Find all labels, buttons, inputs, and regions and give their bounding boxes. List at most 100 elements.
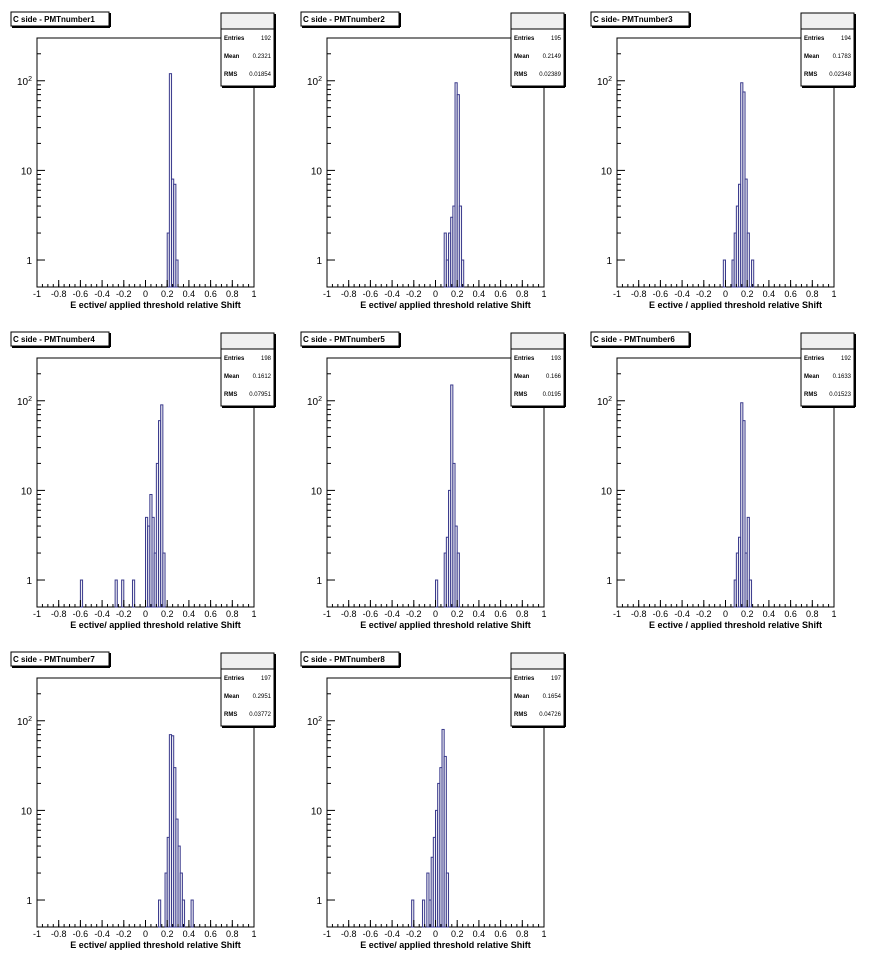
x-tick-label: 0.4	[183, 609, 196, 619]
stats-box: Entries 198 Mean 0.1612 RMS 0.07951	[220, 332, 276, 408]
y-tick-label: 102	[307, 76, 322, 88]
x-tick-label: 0.8	[516, 289, 529, 299]
x-tick-label: 0	[143, 929, 148, 939]
histogram-title: C side - PMTnumber6	[593, 335, 675, 344]
x-tick-label: -0.8	[341, 929, 357, 939]
stats-box: Entries 197 Mean 0.1654 RMS 0.04726	[510, 652, 566, 728]
histogram-bin	[722, 259, 727, 288]
x-axis-title: E ective/ applied threshold relative Shi…	[70, 620, 241, 630]
stats-value: 197	[551, 676, 562, 682]
y-tick-label: 1	[26, 896, 32, 907]
x-tick-label: -0.6	[653, 609, 669, 619]
y-tick-label: 1	[316, 576, 322, 587]
x-tick-label: 0.8	[226, 929, 239, 939]
x-tick-label: 0.2	[451, 289, 464, 299]
x-tick-label: 0.4	[763, 609, 776, 619]
stats-value: 0.02389	[539, 72, 561, 78]
x-tick-label: -1	[323, 289, 331, 299]
histogram-bin	[742, 420, 746, 608]
histogram-bin	[121, 579, 125, 608]
x-tick-label: -0.2	[116, 929, 132, 939]
x-axis-title: E ective/ applied threshold relative Shi…	[360, 300, 531, 310]
stats-value: 0.03772	[249, 712, 271, 718]
y-tick-label: 10	[21, 166, 33, 177]
histogram-title: C side - PMTnumber4	[13, 335, 95, 344]
x-tick-label: 0	[723, 609, 728, 619]
x-tick-label: 0.4	[183, 929, 196, 939]
x-tick-label: 1	[831, 609, 836, 619]
histogram-bin	[746, 516, 750, 608]
histogram-title: C side - PMTnumber5	[303, 335, 385, 344]
stats-value: 0.0195	[543, 392, 562, 398]
x-tick-label: 0	[433, 929, 438, 939]
y-tick-label: 1	[606, 256, 612, 267]
histogram-panel-6: -1 -0.8 -0.6 -0.4 -0.2 0 0.2 0.4 0.6 0.8 1 1 10 102 E …	[590, 331, 856, 630]
stats-label: RMS	[224, 72, 237, 78]
x-tick-label: 0.6	[204, 609, 217, 619]
stats-label: RMS	[514, 72, 527, 78]
x-axis-title: E ective / applied threshold relative Sh…	[649, 620, 822, 630]
x-tick-label: 0.8	[806, 609, 819, 619]
x-tick-label: 0.8	[226, 609, 239, 619]
stats-box: Entries 197 Mean 0.2951 RMS 0.03772	[220, 652, 276, 728]
x-tick-label: -0.2	[696, 609, 712, 619]
x-tick-label: 0.6	[204, 289, 217, 299]
x-axis-title: E ective/ applied threshold relative Shi…	[70, 300, 241, 310]
histogram-panel-2: -1 -0.8 -0.6 -0.4 -0.2 0 0.2 0.4 0.6 0.8 1 1 10 102 E …	[300, 11, 566, 310]
stats-value: 0.02348	[829, 72, 851, 78]
x-tick-label: -0.4	[674, 609, 690, 619]
stats-label: Entries	[514, 36, 535, 42]
x-tick-label: -0.2	[406, 929, 422, 939]
stats-label: Mean	[224, 374, 240, 380]
stats-label: Entries	[804, 36, 825, 42]
stats-value: 0.01854	[249, 72, 271, 78]
histogram-bin	[79, 579, 84, 608]
stats-label: RMS	[514, 392, 527, 398]
histogram-bin	[114, 579, 118, 608]
title-box: C side- PMTnumber3	[590, 11, 691, 28]
x-tick-label: -0.8	[51, 929, 67, 939]
y-tick-label: 1	[26, 576, 32, 587]
stats-value: 192	[841, 356, 852, 362]
plot-frame	[326, 37, 545, 288]
y-tick-label: 1	[26, 256, 32, 267]
histogram-panel-3: -1 -0.8 -0.6 -0.4 -0.2 0 0.2 0.4 0.6 0.8 1 1 10 102 E …	[590, 11, 856, 310]
y-tick-label: 10	[21, 486, 33, 497]
x-tick-label: -0.6	[73, 609, 89, 619]
x-tick-label: 0.2	[741, 609, 754, 619]
title-box: C side - PMTnumber2	[300, 11, 401, 28]
stats-box-header	[220, 12, 275, 30]
stats-label: RMS	[804, 72, 817, 78]
stats-label: Entries	[224, 36, 245, 42]
x-tick-label: 0.2	[161, 929, 174, 939]
histogram-bin	[435, 579, 439, 608]
stats-label: RMS	[224, 392, 237, 398]
stats-label: RMS	[514, 712, 527, 718]
x-tick-label: -0.8	[631, 609, 647, 619]
stats-value: 0.2149	[543, 54, 562, 60]
x-tick-label: -0.4	[94, 929, 110, 939]
stats-box: Entries 195 Mean 0.2149 RMS 0.02389	[510, 12, 566, 88]
x-axis-title: E ective / applied threshold relative Sh…	[649, 300, 822, 310]
histogram-bin	[748, 579, 753, 608]
x-tick-label: 1	[541, 289, 546, 299]
x-tick-label: 0.8	[516, 929, 529, 939]
histogram-bin	[746, 232, 750, 288]
x-tick-label: 0.6	[494, 609, 507, 619]
y-tick-label: 10	[311, 806, 323, 817]
x-tick-label: 0.6	[784, 609, 797, 619]
y-tick-label: 102	[307, 716, 322, 728]
x-tick-label: 1	[541, 609, 546, 619]
stats-label: Entries	[224, 676, 245, 682]
x-tick-label: -1	[33, 929, 41, 939]
stats-value: 0.07951	[249, 392, 271, 398]
histogram-panel-5: -1 -0.8 -0.6 -0.4 -0.2 0 0.2 0.4 0.6 0.8 1 1 10 102 E …	[300, 331, 566, 630]
plot-frame	[326, 357, 545, 608]
x-tick-label: -1	[323, 609, 331, 619]
x-tick-label: -1	[613, 289, 621, 299]
x-tick-label: -0.4	[384, 289, 400, 299]
x-tick-label: -1	[33, 289, 41, 299]
stats-value: 0.2321	[253, 54, 272, 60]
histogram-bin	[162, 552, 166, 608]
